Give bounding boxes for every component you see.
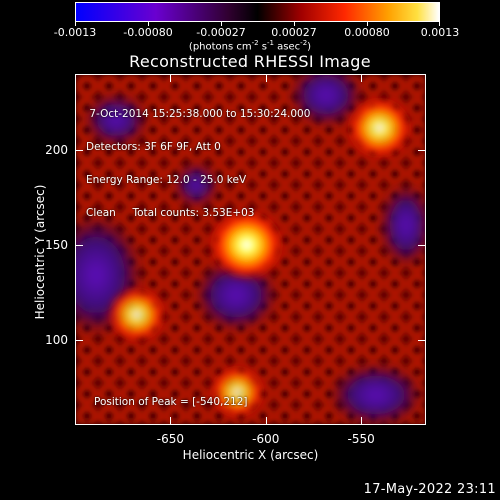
- unit-mid2: asec: [274, 41, 301, 53]
- y-tick-label: 100: [45, 332, 68, 347]
- colorbar-tick: [75, 21, 76, 26]
- unit-mid1: s: [258, 41, 268, 53]
- colorbar: [75, 2, 440, 22]
- x-tick-mark: [361, 74, 363, 82]
- colorbar-ticks: [75, 21, 440, 27]
- y-tick-mark: [75, 149, 83, 151]
- x-tick-mark: [170, 417, 172, 425]
- negative-region-2: [331, 365, 421, 424]
- x-tick-mark: [265, 74, 267, 82]
- colorbar-tick: [439, 21, 440, 26]
- rhessi-image-plot: 7-Oct-2014 15:25:38.000 to 15:30:24.000 …: [75, 74, 426, 425]
- colorbar-tick-label: -0.0013: [53, 26, 97, 39]
- negative-region-5: [381, 185, 425, 265]
- unit-sup1: -2: [251, 39, 259, 47]
- unit-suffix: ): [307, 41, 312, 53]
- negative-region-6: [176, 165, 216, 205]
- y-tick-mark: [418, 149, 426, 151]
- y-tick-mark: [418, 339, 426, 341]
- y-tick-label: 150: [45, 237, 68, 252]
- plot-timestamp: 17-May-2022 23:11: [363, 482, 496, 497]
- colorbar-tick: [367, 21, 368, 26]
- x-tick-label: -600: [252, 432, 280, 446]
- x-tick-mark: [170, 74, 172, 82]
- colorbar-tick-label: 0.00027: [271, 26, 317, 39]
- annotation-energy-range: Energy Range: 12.0 - 25.0 keV: [86, 174, 247, 186]
- y-tick-mark: [75, 339, 83, 341]
- x-axis-label: Heliocentric X (arcsec): [182, 448, 319, 462]
- colorbar-tick-label: 0.0013: [420, 26, 460, 39]
- colorbar-gradient: [76, 3, 439, 21]
- heatmap-source-0: [206, 206, 287, 283]
- image-title: Reconstructed RHESSI Image: [129, 52, 371, 71]
- annotation-detectors: Detectors: 3F 6F 9F, Att 0: [86, 141, 221, 153]
- negative-region-3: [291, 75, 361, 125]
- unit-sup2: -1: [267, 39, 274, 47]
- negative-region-4: [86, 95, 146, 145]
- heatmap-image: [76, 75, 425, 424]
- colorbar-tick-label: 0.00080: [344, 26, 390, 39]
- colorbar-tick: [294, 21, 295, 26]
- y-tick-label: 200: [45, 142, 68, 157]
- x-tick-mark: [265, 417, 267, 425]
- heatmap-source-2: [105, 284, 169, 345]
- annotation-block: 7-Oct-2014 15:25:38.000 to 15:30:24.000 …: [86, 87, 310, 241]
- x-tick-label: -550: [347, 432, 375, 446]
- colorbar-tick-label: -0.00027: [196, 26, 246, 39]
- colorbar-tick: [221, 21, 222, 26]
- colorbar-tick: [148, 21, 149, 26]
- x-tick-label: -650: [156, 432, 184, 446]
- y-axis-label: Heliocentric Y (arcsec): [33, 184, 47, 320]
- heatmap-source-3: [207, 363, 268, 421]
- annotation-time-range: 7-Oct-2014 15:25:38.000 to 15:30:24.000: [86, 108, 311, 120]
- unit-sup3: -2: [300, 39, 308, 47]
- x-tick-mark: [361, 417, 363, 425]
- annotation-peak-position: Position of Peak = [-540,212]: [94, 396, 248, 408]
- heatmap-source-1: [344, 94, 415, 161]
- annotation-clean-counts: Clean Total counts: 3.53E+03: [86, 207, 255, 219]
- colorbar-tick-label: -0.00080: [123, 26, 173, 39]
- y-tick-mark: [418, 244, 426, 246]
- colorbar-unit-label: (photons cm-2 s-1 asec-2): [0, 39, 500, 52]
- y-tick-mark: [75, 244, 83, 246]
- unit-prefix: (photons cm: [188, 41, 252, 53]
